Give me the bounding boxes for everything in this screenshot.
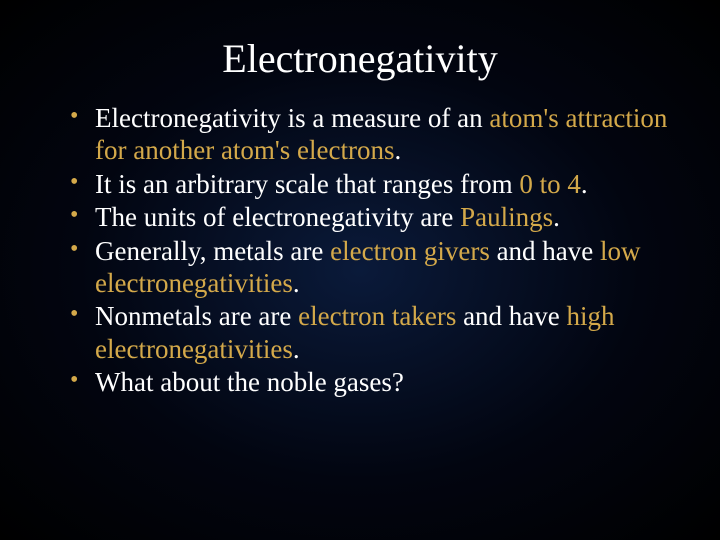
bullet-item: Generally, metals are electron givers an… [70,235,680,300]
bullet-text: . [293,334,300,364]
bullet-text: . [553,202,560,232]
bullet-highlight: electron givers [330,236,490,266]
bullet-text: . [581,169,588,199]
bullet-highlight: 0 to 4 [519,169,581,199]
bullet-text: and have [490,236,600,266]
bullet-text: . [293,268,300,298]
bullet-item: It is an arbitrary scale that ranges fro… [70,168,680,200]
bullet-text: The units of electronegativity are [95,202,460,232]
bullet-text: It is an arbitrary scale that ranges fro… [95,169,519,199]
bullet-list: Electronegativity is a measure of an ato… [40,102,680,399]
bullet-text: Electronegativity is a measure of an [95,103,489,133]
slide-title: Electronegativity [40,35,680,82]
bullet-item: The units of electronegativity are Pauli… [70,201,680,233]
bullet-text: . [395,135,402,165]
bullet-highlight: electron takers [298,301,456,331]
bullet-text: Nonmetals are are [95,301,298,331]
slide-container: Electronegativity Electronegativity is a… [0,0,720,540]
bullet-item: What about the noble gases? [70,366,680,398]
bullet-highlight: Paulings [460,202,553,232]
bullet-item: Nonmetals are are electron takers and ha… [70,300,680,365]
bullet-text: What about the noble gases? [95,367,404,397]
bullet-text: Generally, metals are [95,236,330,266]
bullet-item: Electronegativity is a measure of an ato… [70,102,680,167]
bullet-text: and have [456,301,566,331]
